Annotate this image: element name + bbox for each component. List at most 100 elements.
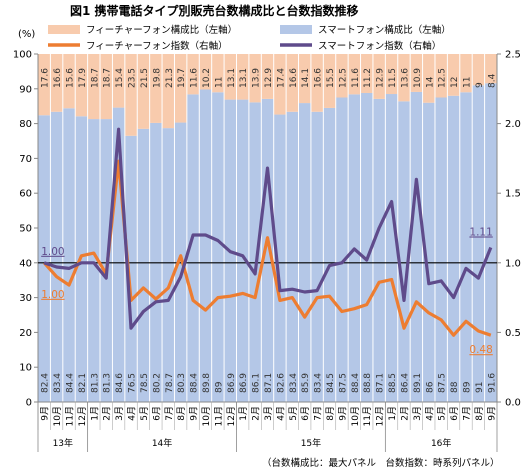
bar-layer (38, 54, 497, 403)
bar-label-smart-share: 91.6 (487, 373, 497, 393)
bar-feature-share (261, 54, 274, 99)
bar-label-feature-share: 13.1 (239, 68, 249, 88)
legend-label-smart-share: スマートフォン構成比（左軸） (318, 24, 451, 36)
bar-feature-share (447, 54, 460, 96)
bar-label-feature-share: 17.6 (41, 68, 51, 88)
x-tick-label-month: 8月 (474, 406, 485, 421)
bar-feature-share (274, 54, 286, 115)
legend-swatch-smart-share (280, 25, 312, 34)
bar-feature-share (361, 54, 373, 93)
x-tick-label-month: 4月 (127, 406, 138, 421)
bar-label-feature-share: 10.9 (413, 68, 423, 88)
x-tick-label-month: 4月 (275, 406, 286, 421)
bar-label-feature-share: 16.6 (53, 68, 63, 88)
bar-label-feature-share: 12.9 (264, 68, 274, 88)
year-group-label: 14年 (152, 437, 172, 449)
x-tick-label-month: 11月 (213, 406, 224, 426)
bar-label-smart-share: 91 (475, 382, 485, 393)
x-tick-label-month: 3月 (114, 406, 125, 421)
bar-feature-share (88, 54, 100, 120)
left-tick-label: 70 (19, 154, 32, 165)
right-tick-label: 0.0 (505, 398, 521, 409)
x-tick-label-month: 9月 (40, 406, 51, 421)
bar-label-feature-share: 18.7 (103, 68, 113, 88)
bar-label-smart-share: 80.3 (177, 373, 187, 393)
bar-label-feature-share: 16.6 (289, 68, 299, 88)
bar-feature-share (63, 54, 75, 109)
x-tick-label-month: 1月 (387, 406, 398, 421)
bar-smart-share (447, 95, 460, 402)
legend-swatch-feature-share (48, 25, 80, 34)
bar-smart-share (385, 94, 398, 403)
x-tick-label-month: 9月 (189, 406, 200, 421)
bar-label-smart-share: 86.9 (227, 373, 237, 393)
bar-smart-share (63, 108, 75, 403)
bar-label-layer: 82.4 17.6 83.4 16.6 84.4 15.6 82.1 17.9 81.3 18.7… (41, 68, 498, 393)
bar-label-smart-share: 89 (214, 381, 224, 393)
bar-label-feature-share: 10.2 (202, 68, 212, 88)
x-tick-label-month: 3月 (412, 406, 423, 421)
x-tick-label-month: 7月 (313, 406, 324, 421)
bar-feature-share (162, 54, 174, 129)
x-tick-label-month: 4月 (424, 406, 435, 421)
year-group-label: 13年 (53, 437, 73, 449)
x-tick-label-month: 6月 (449, 406, 460, 421)
bar-feature-share (311, 54, 323, 112)
bar-smart-share (398, 101, 410, 402)
x-tick-label-month: 1月 (238, 406, 249, 421)
bar-feature-share (236, 54, 249, 100)
x-tick-label-month: 12月 (226, 406, 237, 426)
bar-smart-share (361, 92, 373, 402)
x-tick-label-month: 8月 (176, 406, 187, 421)
left-tick-label: 50 (19, 224, 32, 235)
bar-label-feature-share: 13.6 (400, 68, 410, 88)
bar-label-feature-share: 23.5 (128, 68, 138, 88)
bar-label-smart-share: 78.7 (165, 373, 175, 393)
bar-label-smart-share: 76.5 (128, 373, 138, 393)
bar-feature-share (299, 54, 311, 104)
bar-feature-share (348, 54, 361, 95)
bar-label-smart-share: 88.4 (190, 373, 200, 393)
bar-label-smart-share: 86.1 (252, 373, 262, 393)
bar-label-feature-share: 17.4 (276, 68, 286, 88)
bar-label-smart-share: 88 (450, 381, 460, 393)
bar-smart-share (236, 99, 249, 402)
bar-label-smart-share: 87.5 (438, 373, 448, 393)
bar-label-smart-share: 80.2 (152, 373, 162, 393)
bar-label-feature-share: 12 (450, 77, 460, 88)
bar-feature-share (373, 54, 385, 99)
x-tick-label-month: 1月 (89, 406, 100, 421)
legend-label-smart-index: スマートフォン指数（右軸） (318, 40, 441, 52)
bar-feature-share (137, 54, 150, 129)
bar-feature-share (100, 54, 112, 120)
bar-label-feature-share: 15.4 (115, 68, 125, 88)
bar-label-feature-share: 15.5 (326, 68, 336, 88)
bar-smart-share (286, 111, 299, 402)
bar-smart-share (435, 97, 447, 402)
x-tick-label-month: 10月 (52, 406, 63, 426)
bar-label-feature-share: 12.9 (376, 68, 386, 88)
bar-feature-share (323, 54, 336, 108)
bar-label-smart-share: 86 (425, 381, 435, 393)
bar-label-smart-share: 84.4 (66, 373, 76, 393)
bar-feature-share (75, 54, 88, 117)
bar-label-feature-share: 8.4 (487, 73, 497, 88)
bar-smart-share (199, 89, 212, 402)
bar-label-smart-share: 83.4 (314, 373, 324, 393)
bar-feature-share (410, 54, 423, 92)
bar-smart-share (311, 111, 323, 402)
bar-smart-share (249, 102, 261, 402)
bar-feature-share (150, 54, 162, 123)
x-tick-label-month: 2月 (251, 406, 262, 421)
bar-label-smart-share: 81.3 (90, 373, 100, 393)
bar-smart-share (88, 119, 100, 403)
bar-feature-share (224, 54, 236, 100)
bar-label-smart-share: 88.8 (363, 373, 373, 393)
bar-smart-share (485, 83, 497, 403)
bar-label-feature-share: 14 (425, 76, 435, 88)
annotation-layer: 1.00 1.00 1.11 0.48 (41, 226, 493, 356)
bar-smart-share (50, 111, 63, 402)
bar-label-feature-share: 13.9 (252, 68, 262, 88)
x-tick-label-month: 9月 (486, 406, 497, 421)
bar-label-smart-share: 83.4 (289, 373, 299, 393)
